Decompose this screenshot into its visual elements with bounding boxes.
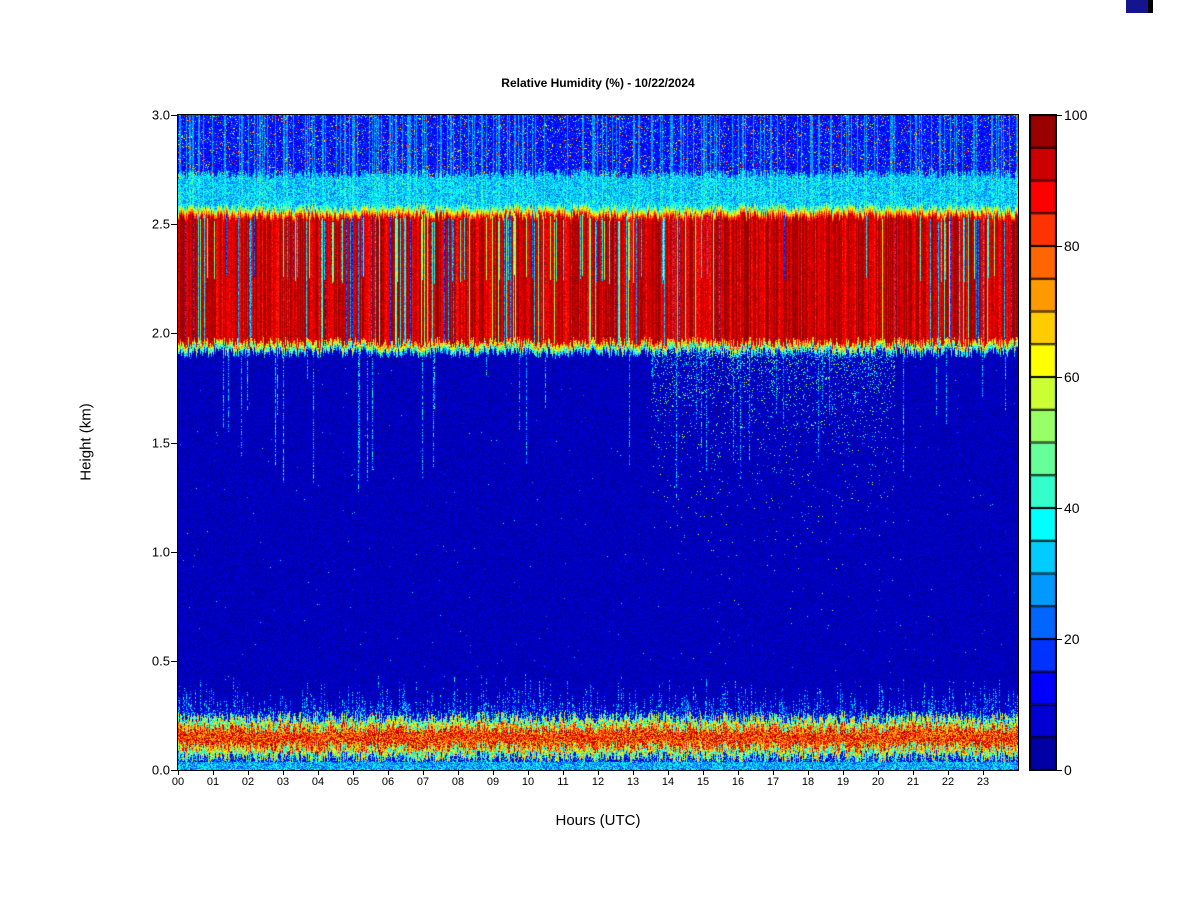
y-tick-mark <box>171 660 177 662</box>
x-tick-mark <box>388 770 389 775</box>
x-tick-label: 01 <box>206 776 220 788</box>
x-tick-mark <box>843 770 844 775</box>
y-tick-mark <box>171 770 177 771</box>
x-tick-mark <box>353 770 354 775</box>
colorbar-tick-label: 40 <box>1064 500 1080 516</box>
y-axis-label: Height (km) <box>77 403 95 481</box>
x-tick-label: 14 <box>661 776 675 788</box>
x-tick-mark <box>248 770 249 775</box>
colorbar-canvas <box>1030 115 1056 770</box>
x-tick-mark <box>493 770 494 775</box>
x-tick-label: 12 <box>591 776 605 788</box>
colorbar-tick-mark <box>1056 115 1062 116</box>
x-tick-label: 09 <box>486 776 500 788</box>
y-tick-mark <box>171 442 177 444</box>
x-tick-mark <box>983 770 984 775</box>
x-tick-mark <box>913 770 914 775</box>
x-tick-mark <box>703 770 704 775</box>
y-tick-label: 0.0 <box>151 762 170 778</box>
y-tick-mark <box>171 224 177 226</box>
x-tick-mark <box>668 770 669 775</box>
x-tick-mark <box>423 770 424 775</box>
colorbar-tick-label: 20 <box>1064 631 1080 647</box>
colorbar-tick-mark <box>1056 770 1062 771</box>
x-tick-mark <box>773 770 774 775</box>
x-tick-mark <box>598 770 599 775</box>
x-tick-mark <box>948 770 949 775</box>
x-tick-mark <box>458 770 459 775</box>
y-tick-label: 0.5 <box>151 653 170 669</box>
x-tick-mark <box>563 770 564 775</box>
x-tick-label: 02 <box>241 776 255 788</box>
y-tick-mark <box>171 551 177 553</box>
x-tick-label: 18 <box>801 776 815 788</box>
x-tick-label: 23 <box>976 776 990 788</box>
screen-corner-artifact <box>1126 0 1153 13</box>
x-tick-mark <box>808 770 809 775</box>
colorbar-tick-label: 0 <box>1064 762 1072 778</box>
x-tick-label: 11 <box>557 776 569 788</box>
colorbar-tick-mark <box>1056 377 1062 378</box>
x-axis-label: Hours (UTC) <box>555 812 641 829</box>
x-tick-label: 20 <box>871 776 885 788</box>
x-tick-mark <box>318 770 319 775</box>
x-tick-label: 22 <box>941 776 955 788</box>
colorbar <box>1029 114 1057 771</box>
y-tick-mark <box>171 115 177 116</box>
x-tick-label: 17 <box>766 776 780 788</box>
colorbar-tick-label: 60 <box>1064 369 1080 385</box>
y-tick-label: 1.0 <box>151 544 170 560</box>
x-tick-label: 13 <box>626 776 640 788</box>
x-tick-label: 16 <box>731 776 745 788</box>
x-tick-label: 05 <box>346 776 360 788</box>
x-tick-mark <box>633 770 634 775</box>
x-tick-label: 21 <box>906 776 920 788</box>
x-tick-mark <box>213 770 214 775</box>
x-tick-label: 06 <box>381 776 395 788</box>
y-tick-label: 2.5 <box>151 216 170 232</box>
y-tick-mark <box>171 333 177 335</box>
x-tick-label: 10 <box>521 776 535 788</box>
x-tick-mark <box>878 770 879 775</box>
chart-title: Relative Humidity (%) - 10/22/2024 <box>501 76 695 90</box>
y-tick-label: 1.5 <box>151 435 170 450</box>
x-tick-label: 08 <box>451 776 465 788</box>
colorbar-tick-mark <box>1056 508 1062 509</box>
colorbar-tick-label: 100 <box>1064 107 1088 123</box>
x-tick-mark <box>528 770 529 775</box>
colorbar-tick-mark <box>1056 639 1062 640</box>
x-tick-mark <box>283 770 284 775</box>
x-tick-mark <box>178 770 179 775</box>
x-tick-label: 03 <box>276 776 290 788</box>
x-tick-label: 07 <box>416 776 430 788</box>
y-tick-label: 3.0 <box>151 107 170 123</box>
x-tick-label: 00 <box>171 776 185 788</box>
x-tick-mark <box>738 770 739 775</box>
x-tick-label: 04 <box>311 776 325 788</box>
colorbar-tick-mark <box>1056 246 1062 247</box>
heatmap-plot-area <box>177 114 1019 771</box>
colorbar-tick-label: 80 <box>1064 238 1080 254</box>
x-tick-label: 19 <box>836 776 850 788</box>
x-tick-label: 15 <box>696 776 710 788</box>
y-tick-label: 2.0 <box>151 325 170 341</box>
heatmap-canvas <box>178 115 1018 770</box>
